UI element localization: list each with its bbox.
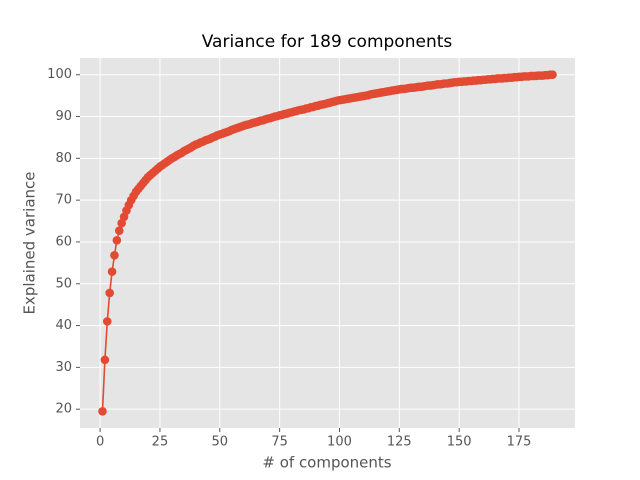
y-tick-label: 50 [55, 276, 72, 291]
plot-area [80, 58, 575, 428]
point [112, 235, 122, 245]
x-tick-label: 25 [152, 435, 169, 450]
x-tick-label: 125 [387, 435, 412, 450]
point [98, 406, 107, 416]
point [100, 355, 110, 365]
y-axis-label: Explained variance [21, 171, 39, 314]
point [548, 70, 557, 80]
point [105, 288, 114, 298]
y-tick-label: 100 [47, 67, 72, 82]
y-tick-label: 70 [55, 193, 72, 208]
y-tick-label: 80 [55, 151, 72, 166]
point [110, 251, 119, 260]
chart-title: Variance for 189 components [202, 32, 453, 52]
x-tick-label: 150 [447, 435, 472, 450]
y-tick-label: 30 [55, 360, 72, 375]
y-tick-label: 40 [55, 318, 72, 333]
x-tick-label: 50 [212, 435, 229, 450]
x-tick-label: 0 [96, 435, 104, 450]
y-tick-label: 20 [55, 402, 72, 417]
point [102, 317, 112, 326]
x-tick-label: 100 [327, 435, 352, 450]
point [114, 226, 124, 235]
point [107, 267, 117, 276]
y-tick-label: 90 [55, 109, 72, 124]
x-axis-label: # of components [262, 454, 391, 472]
marks [98, 70, 557, 416]
y-tick-label: 60 [55, 234, 72, 249]
grid [80, 58, 575, 428]
x-tick-label: 175 [507, 435, 532, 450]
x-tick-label: 75 [271, 435, 288, 450]
